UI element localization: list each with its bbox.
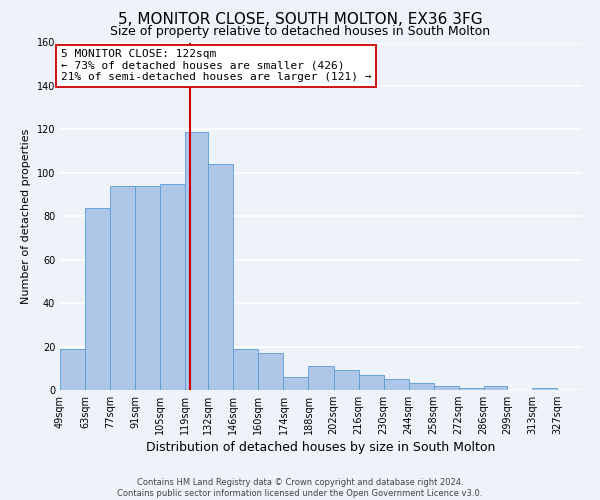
Bar <box>85 208 110 390</box>
Bar <box>383 379 409 390</box>
Bar <box>308 366 334 390</box>
Bar <box>359 375 383 390</box>
Bar <box>160 184 185 390</box>
Bar <box>532 388 557 390</box>
Bar <box>334 370 359 390</box>
Bar <box>409 384 434 390</box>
Text: Size of property relative to detached houses in South Molton: Size of property relative to detached ho… <box>110 25 490 38</box>
Bar <box>135 186 160 390</box>
Text: 5 MONITOR CLOSE: 122sqm
← 73% of detached houses are smaller (426)
21% of semi-d: 5 MONITOR CLOSE: 122sqm ← 73% of detache… <box>61 49 371 82</box>
Bar <box>233 348 259 390</box>
Bar <box>458 388 484 390</box>
Bar <box>434 386 458 390</box>
Bar <box>110 186 135 390</box>
Bar <box>60 348 85 390</box>
Bar <box>208 164 233 390</box>
Text: 5, MONITOR CLOSE, SOUTH MOLTON, EX36 3FG: 5, MONITOR CLOSE, SOUTH MOLTON, EX36 3FG <box>118 12 482 28</box>
Bar <box>259 353 283 390</box>
Bar <box>283 377 308 390</box>
Y-axis label: Number of detached properties: Number of detached properties <box>21 128 31 304</box>
Bar <box>185 132 208 390</box>
X-axis label: Distribution of detached houses by size in South Molton: Distribution of detached houses by size … <box>146 442 496 454</box>
Bar <box>484 386 507 390</box>
Text: Contains HM Land Registry data © Crown copyright and database right 2024.
Contai: Contains HM Land Registry data © Crown c… <box>118 478 482 498</box>
